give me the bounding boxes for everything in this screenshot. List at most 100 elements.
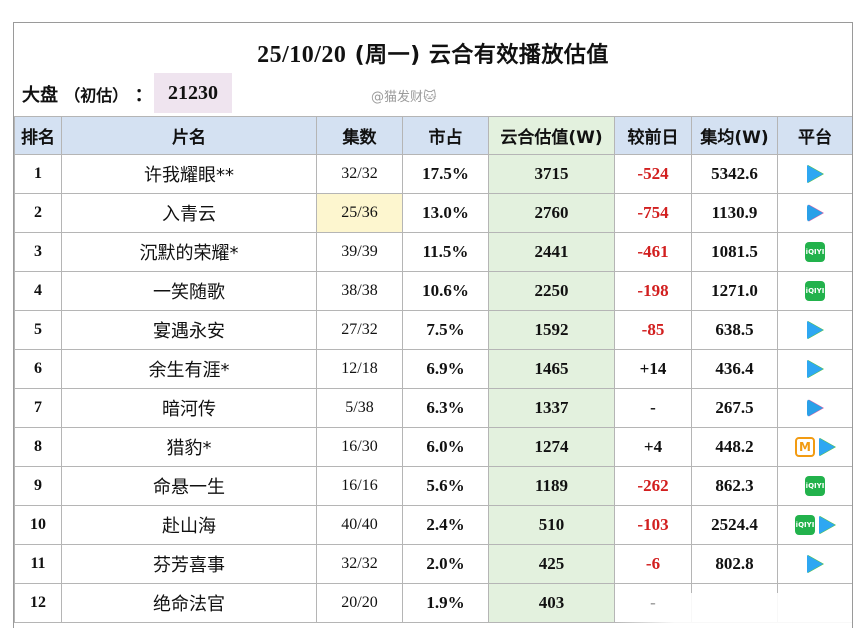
- platform-cell: iQIYI: [777, 505, 852, 545]
- column-rank-header: 排名: [14, 116, 62, 155]
- share-cell: 6.0%: [402, 427, 489, 467]
- platform-cell: iQIYI: [777, 466, 852, 506]
- title-cell: 命悬一生: [61, 466, 317, 506]
- episodes-cell: 32/32: [316, 154, 403, 194]
- share-cell: 17.5%: [402, 154, 489, 194]
- title-cell: 芬芳喜事: [61, 544, 317, 584]
- title-text: 云合有效播放估值: [428, 43, 609, 68]
- column-title-header: 片名: [61, 116, 317, 155]
- title-cell: 猎豹*: [61, 427, 317, 467]
- column-avg-header: 集均(W): [691, 116, 778, 155]
- rank-cell: 11: [14, 544, 62, 584]
- rank-cell: 1: [14, 154, 62, 194]
- episodes-cell: 38/38: [316, 271, 403, 311]
- estimate-cell: 403: [488, 583, 615, 623]
- rank-cell: 10: [14, 505, 62, 545]
- share-cell: 5.6%: [402, 466, 489, 506]
- change-cell: -6: [614, 544, 692, 584]
- rank-cell: 3: [14, 232, 62, 272]
- change-cell: +4: [614, 427, 692, 467]
- watermark: @猫发财🐱: [371, 90, 437, 105]
- table-row: 10 赴山海 40/40 2.4% 510 -103 2524.4 iQIYI: [14, 505, 852, 545]
- share-cell: 6.3%: [402, 388, 489, 428]
- title-day: (周一): [354, 43, 421, 68]
- iqiyi-icon: iQIYI: [805, 281, 825, 301]
- avg-cell: 1130.9: [691, 193, 778, 233]
- tencent-video-icon: [807, 555, 823, 573]
- estimate-cell: 2760: [488, 193, 615, 233]
- platform-cell: [777, 388, 852, 428]
- rank-cell: 6: [14, 349, 62, 389]
- avg-cell: 436.4: [691, 349, 778, 389]
- share-cell: 11.5%: [402, 232, 489, 272]
- change-cell: -461: [614, 232, 692, 272]
- share-cell: 2.4%: [402, 505, 489, 545]
- estimate-cell: 1189: [488, 466, 615, 506]
- change-cell: +14: [614, 349, 692, 389]
- tencent-video-icon: [819, 438, 835, 456]
- ranking-table: 排名 片名 集数 市占 云合估值(W) 较前日 集均(W) 平台 1 许我耀眼** 32/32 17…: [14, 116, 852, 623]
- avg-cell: 1271.0: [691, 271, 778, 311]
- table-header-row: 排名 片名 集数 市占 云合估值(W) 较前日 集均(W) 平台: [14, 116, 852, 155]
- avg-cell: 5342.6: [691, 154, 778, 194]
- change-cell: -103: [614, 505, 692, 545]
- youku-icon: [807, 204, 823, 222]
- episodes-cell: 16/16: [316, 466, 403, 506]
- avg-cell: 448.2: [691, 427, 778, 467]
- column-change-header: 较前日: [614, 116, 692, 155]
- avg-cell: 638.5: [691, 310, 778, 350]
- platform-cell: [777, 310, 852, 350]
- episodes-cell: 25/36: [316, 193, 403, 233]
- market-total-value: 21230: [154, 73, 232, 113]
- estimate-cell: 2250: [488, 271, 615, 311]
- column-share-header: 市占: [402, 116, 489, 155]
- table-row: 3 沉默的荣耀* 39/39 11.5% 2441 -461 1081.5 iQIYI: [14, 232, 852, 272]
- rank-cell: 8: [14, 427, 62, 467]
- episodes-cell: 27/32: [316, 310, 403, 350]
- estimate-cell: 425: [488, 544, 615, 584]
- change-cell: -262: [614, 466, 692, 506]
- column-episodes-header: 集数: [316, 116, 403, 155]
- episodes-cell: 40/40: [316, 505, 403, 545]
- episodes-cell: 20/20: [316, 583, 403, 623]
- title-cell: 绝命法官: [61, 583, 317, 623]
- share-cell: 1.9%: [402, 583, 489, 623]
- rank-cell: 9: [14, 466, 62, 506]
- tencent-video-icon: [807, 321, 823, 339]
- share-cell: 7.5%: [402, 310, 489, 350]
- title-cell: 赴山海: [61, 505, 317, 545]
- iqiyi-icon: iQIYI: [805, 476, 825, 496]
- title-cell: 一笑随歌: [61, 271, 317, 311]
- change-cell: -524: [614, 154, 692, 194]
- share-cell: 10.6%: [402, 271, 489, 311]
- rank-cell: 5: [14, 310, 62, 350]
- title-cell: 入青云: [61, 193, 317, 233]
- title-cell: 许我耀眼**: [61, 154, 317, 194]
- bottom-fade: [614, 593, 852, 628]
- change-cell: -754: [614, 193, 692, 233]
- avg-cell: 2524.4: [691, 505, 778, 545]
- title-cell: 暗河传: [61, 388, 317, 428]
- page-title: 25/10/20 (周一) 云合有效播放估值: [14, 37, 852, 69]
- title-date: 25/10/20: [257, 42, 347, 68]
- table-row: 4 一笑随歌 38/38 10.6% 2250 -198 1271.0 iQIYI: [14, 271, 852, 311]
- estimate-cell: 1274: [488, 427, 615, 467]
- platform-cell: [777, 193, 852, 233]
- tencent-video-icon: [819, 516, 835, 534]
- market-label: 大盘: [22, 85, 58, 106]
- ranking-sheet: 25/10/20 (周一) 云合有效播放估值 大盘 （初估） ： 21230 @…: [13, 22, 853, 628]
- estimate-cell: 1465: [488, 349, 615, 389]
- avg-cell: 1081.5: [691, 232, 778, 272]
- share-cell: 6.9%: [402, 349, 489, 389]
- change-cell: -198: [614, 271, 692, 311]
- avg-cell: 267.5: [691, 388, 778, 428]
- title-cell: 余生有涯*: [61, 349, 317, 389]
- platform-cell: M: [777, 427, 852, 467]
- tencent-video-icon: [807, 360, 823, 378]
- estimate-cell: 1592: [488, 310, 615, 350]
- estimate-cell: 2441: [488, 232, 615, 272]
- share-cell: 2.0%: [402, 544, 489, 584]
- platform-cell: [777, 154, 852, 194]
- iqiyi-icon: iQIYI: [805, 242, 825, 262]
- estimate-cell: 510: [488, 505, 615, 545]
